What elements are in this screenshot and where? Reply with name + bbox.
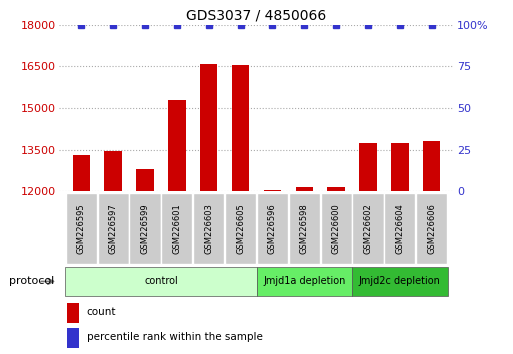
Text: GSM226595: GSM226595 bbox=[77, 203, 86, 254]
FancyBboxPatch shape bbox=[321, 193, 352, 264]
FancyBboxPatch shape bbox=[66, 193, 97, 264]
Text: Jmjd1a depletion: Jmjd1a depletion bbox=[263, 276, 345, 286]
Bar bbox=[327, 187, 345, 191]
FancyBboxPatch shape bbox=[257, 193, 288, 264]
FancyBboxPatch shape bbox=[225, 193, 256, 264]
Text: GSM226599: GSM226599 bbox=[141, 203, 149, 254]
FancyBboxPatch shape bbox=[352, 193, 384, 264]
Bar bbox=[67, 303, 79, 323]
FancyBboxPatch shape bbox=[256, 267, 352, 296]
FancyBboxPatch shape bbox=[161, 193, 192, 264]
Bar bbox=[104, 151, 122, 191]
Bar bbox=[136, 169, 154, 191]
FancyBboxPatch shape bbox=[416, 193, 447, 264]
Bar bbox=[72, 155, 90, 191]
FancyBboxPatch shape bbox=[129, 193, 161, 264]
Text: GSM226605: GSM226605 bbox=[236, 203, 245, 254]
Text: GSM226598: GSM226598 bbox=[300, 203, 309, 254]
Bar bbox=[200, 64, 218, 191]
Text: GSM226606: GSM226606 bbox=[427, 203, 436, 254]
FancyBboxPatch shape bbox=[352, 267, 448, 296]
FancyBboxPatch shape bbox=[384, 193, 416, 264]
Text: GSM226600: GSM226600 bbox=[331, 203, 341, 254]
Text: percentile rank within the sample: percentile rank within the sample bbox=[87, 332, 263, 342]
Bar bbox=[232, 65, 249, 191]
Text: GSM226602: GSM226602 bbox=[364, 203, 372, 254]
Bar bbox=[264, 190, 281, 191]
Bar bbox=[359, 143, 377, 191]
Text: GSM226604: GSM226604 bbox=[396, 203, 404, 254]
FancyBboxPatch shape bbox=[65, 267, 256, 296]
Bar bbox=[168, 99, 186, 191]
Bar bbox=[391, 143, 409, 191]
Text: Jmjd2c depletion: Jmjd2c depletion bbox=[359, 276, 441, 286]
Text: count: count bbox=[87, 307, 116, 317]
Text: GSM226603: GSM226603 bbox=[204, 203, 213, 254]
Text: GSM226597: GSM226597 bbox=[109, 203, 117, 254]
Text: protocol: protocol bbox=[9, 276, 54, 286]
Text: control: control bbox=[144, 276, 178, 286]
FancyBboxPatch shape bbox=[97, 193, 129, 264]
FancyBboxPatch shape bbox=[289, 193, 320, 264]
FancyBboxPatch shape bbox=[193, 193, 224, 264]
Bar bbox=[67, 328, 79, 348]
Text: GSM226596: GSM226596 bbox=[268, 203, 277, 254]
Bar bbox=[423, 141, 441, 191]
Bar bbox=[295, 187, 313, 191]
Text: GSM226601: GSM226601 bbox=[172, 203, 182, 254]
Title: GDS3037 / 4850066: GDS3037 / 4850066 bbox=[186, 8, 327, 22]
